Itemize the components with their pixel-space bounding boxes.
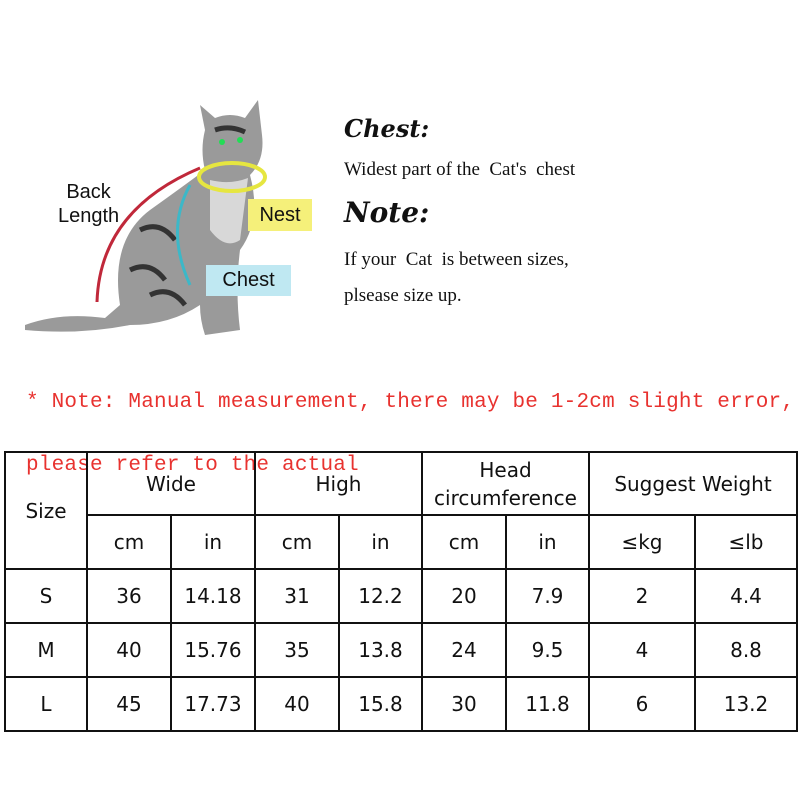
cell: 8.8 bbox=[694, 622, 798, 678]
note-line-1: If your Cat is between sizes, bbox=[344, 249, 569, 270]
unit-header: cm bbox=[421, 514, 507, 570]
table-row: L 45 17.73 40 15.8 30 11.8 6 13.2 bbox=[4, 676, 798, 732]
warning-line-1: * Note: Manual measurement, there may be… bbox=[26, 391, 795, 414]
cell: 6 bbox=[588, 676, 696, 732]
cell: 45 bbox=[86, 676, 172, 732]
cell: 9.5 bbox=[505, 622, 590, 678]
group-header: Wide bbox=[86, 451, 256, 516]
size-table: Size Wide High Head circumference Sugges… bbox=[4, 451, 798, 732]
cell: 40 bbox=[254, 676, 340, 732]
cat-silhouette bbox=[25, 100, 263, 335]
back-length-label: Back Length bbox=[58, 181, 120, 227]
cell: 36 bbox=[86, 568, 172, 624]
chest-description: Widest part of the Cat's chest bbox=[344, 159, 576, 180]
note-heading: Note: bbox=[344, 196, 430, 229]
cell: 15.76 bbox=[170, 622, 256, 678]
size-header: Size bbox=[4, 451, 88, 570]
cell: 7.9 bbox=[505, 568, 590, 624]
unit-header: in bbox=[505, 514, 590, 570]
cell: 20 bbox=[421, 568, 507, 624]
chest-label: Chest bbox=[206, 265, 291, 296]
cell: 30 bbox=[421, 676, 507, 732]
group-header: Head circumference bbox=[421, 451, 590, 516]
nest-ring bbox=[197, 161, 267, 193]
nest-label: Nest bbox=[248, 199, 312, 231]
chest-ring bbox=[176, 184, 192, 286]
unit-header: cm bbox=[86, 514, 172, 570]
group-header: High bbox=[254, 451, 423, 516]
unit-header: ≤kg bbox=[588, 514, 696, 570]
table-units-row: cm in cm in cm in ≤kg ≤lb bbox=[5, 514, 798, 570]
cell: L bbox=[4, 676, 88, 732]
cell: 13.2 bbox=[694, 676, 798, 732]
chest-heading: Chest: bbox=[344, 114, 430, 143]
cell: 4 bbox=[588, 622, 696, 678]
cell: 15.8 bbox=[338, 676, 423, 732]
cell: 31 bbox=[254, 568, 340, 624]
note-line-2: plsease size up. bbox=[344, 285, 462, 306]
back-length-arc bbox=[95, 166, 201, 303]
group-header: Suggest Weight bbox=[588, 451, 798, 516]
unit-header: ≤lb bbox=[694, 514, 798, 570]
table-row: M 40 15.76 35 13.8 24 9.5 4 8.8 bbox=[4, 622, 798, 678]
cell: 12.2 bbox=[338, 568, 423, 624]
cell: 4.4 bbox=[694, 568, 798, 624]
table-row: S 36 14.18 31 12.2 20 7.9 2 4.4 bbox=[4, 568, 798, 624]
cell: 24 bbox=[421, 622, 507, 678]
unit-header: cm bbox=[254, 514, 340, 570]
unit-header: in bbox=[170, 514, 256, 570]
cell: 11.8 bbox=[505, 676, 590, 732]
cat-illustration bbox=[25, 100, 267, 335]
cell: S bbox=[4, 568, 88, 624]
cell: 2 bbox=[588, 568, 696, 624]
cell: 40 bbox=[86, 622, 172, 678]
unit-header: in bbox=[338, 514, 423, 570]
cell: 14.18 bbox=[170, 568, 256, 624]
cell: 35 bbox=[254, 622, 340, 678]
table-header-row: Size Wide High Head circumference Sugges… bbox=[4, 451, 798, 570]
cell: 17.73 bbox=[170, 676, 256, 732]
cell: 13.8 bbox=[338, 622, 423, 678]
cell: M bbox=[4, 622, 88, 678]
